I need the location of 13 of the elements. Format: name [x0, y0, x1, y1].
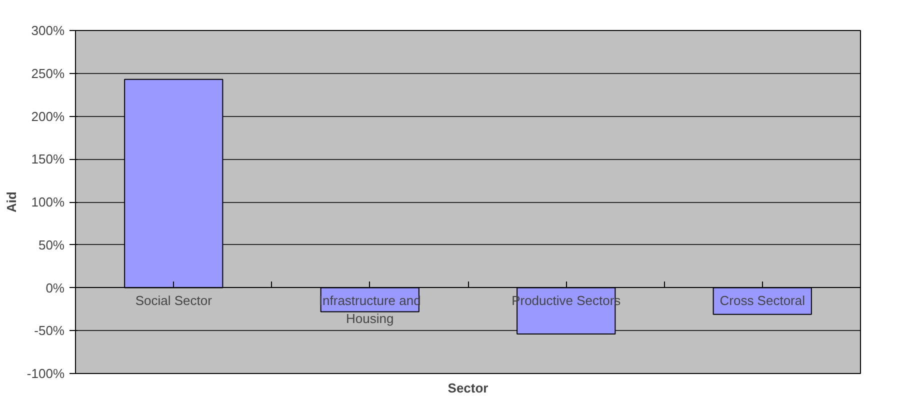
y-tick-label: 250%: [31, 66, 65, 81]
y-tick-label: 50%: [38, 237, 65, 252]
y-tick-label: 100%: [31, 194, 65, 210]
y-tick-label: -100%: [26, 366, 65, 381]
x-axis-title: Sector: [448, 380, 488, 396]
x-tick-label: Cross Sectoral: [720, 292, 806, 308]
y-tick-label: 300%: [31, 23, 65, 38]
y-tick-label: 200%: [31, 108, 65, 124]
x-tick-label: Social Sector: [135, 292, 213, 308]
y-tick-label: 0%: [46, 280, 65, 296]
y-tick-label: -50%: [34, 323, 65, 338]
y-axis-title: Aid: [4, 191, 19, 212]
y-tick-label: 150%: [31, 152, 65, 167]
